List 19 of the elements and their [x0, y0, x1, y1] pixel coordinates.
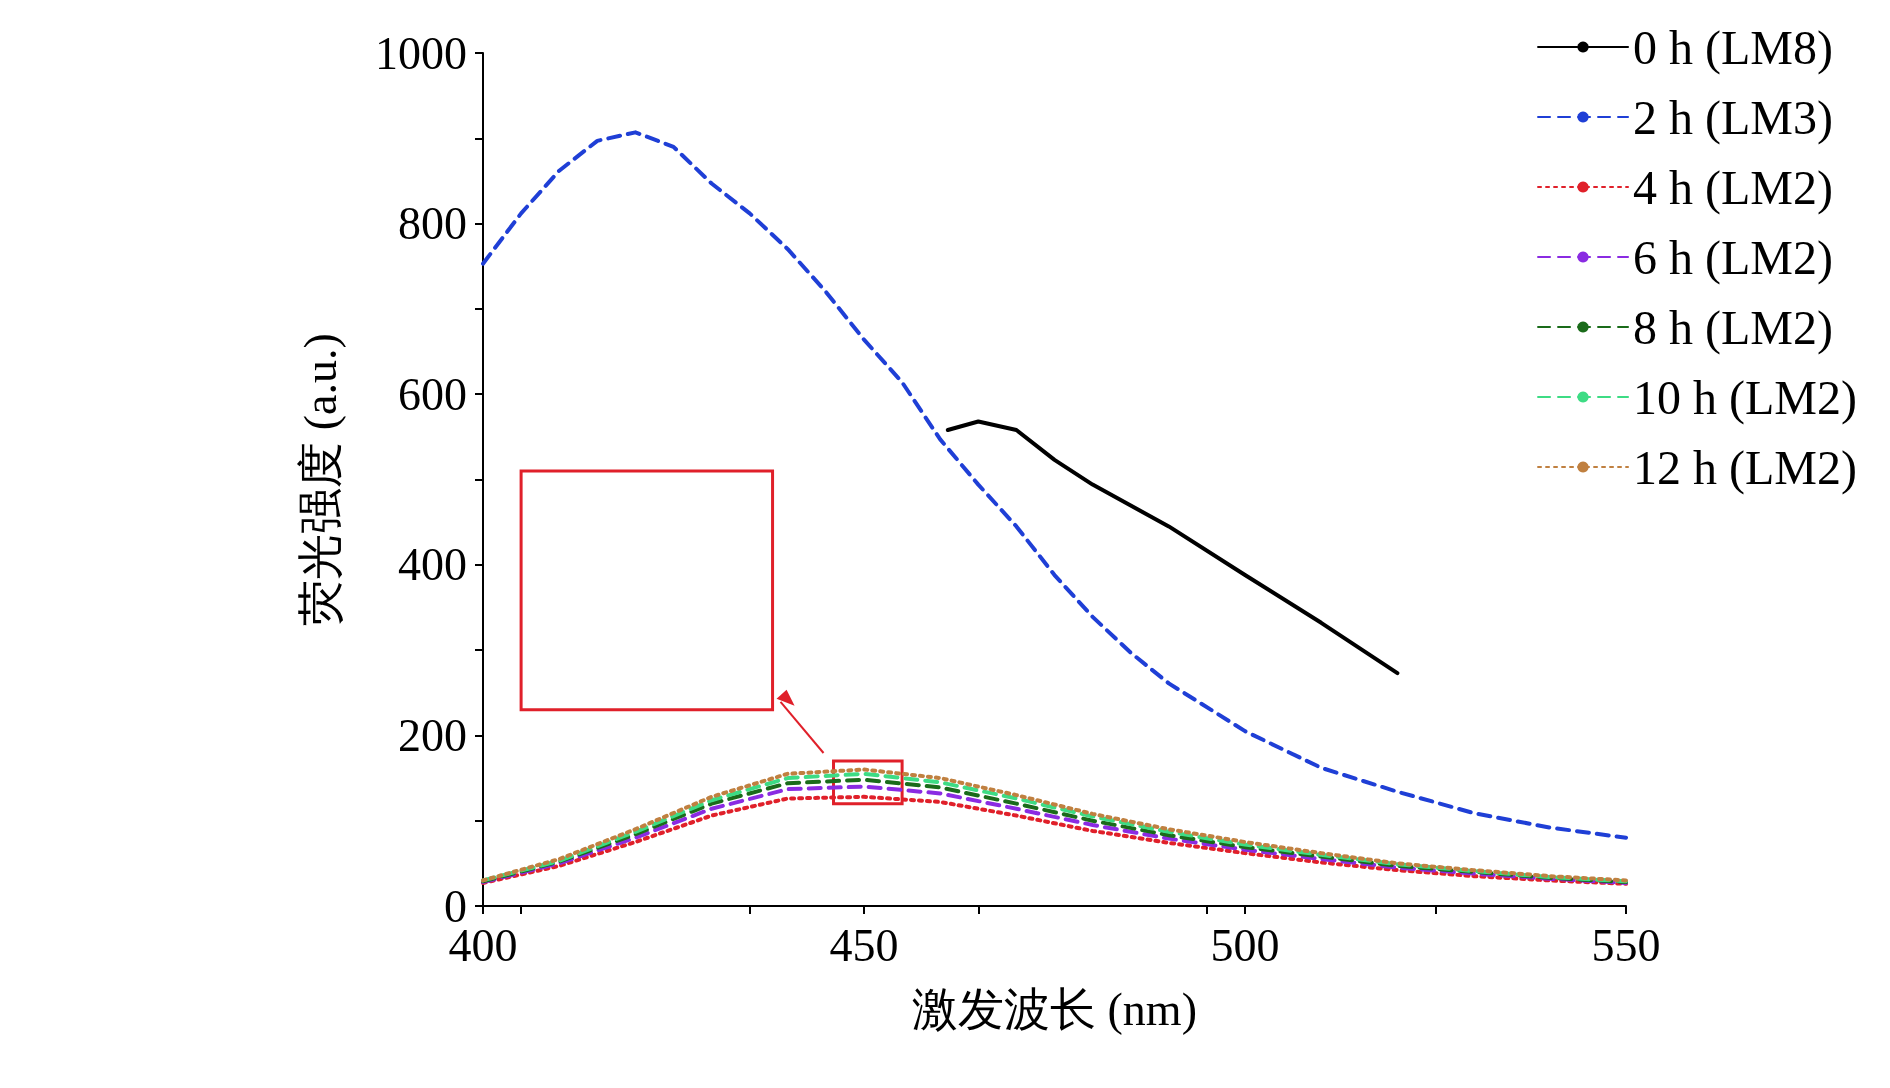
y-tick-label: 1000 — [375, 27, 467, 79]
legend-label: 12 h (LM2) — [1633, 440, 1857, 495]
legend-label: 4 h (LM2) — [1633, 160, 1833, 215]
y-tick-label: 200 — [398, 709, 467, 761]
y-tick-label: 600 — [398, 368, 467, 420]
line-series — [481, 130, 1628, 840]
legend-label: 8 h (LM2) — [1633, 300, 1833, 355]
y-axis-title: 荧光强度 (a.u.) — [294, 333, 346, 626]
legend-label: 10 h (LM2) — [1633, 370, 1857, 425]
line-series — [945, 419, 1400, 676]
x-tick-label: 500 — [1210, 919, 1280, 971]
x-axis-title: 激发波长 (nm) — [912, 983, 1197, 1035]
legend-label: 0 h (LM8) — [1633, 20, 1833, 75]
x-tick-label: 550 — [1591, 919, 1661, 971]
x-tick-label: 450 — [829, 919, 899, 971]
legend-label: 2 h (LM3) — [1633, 90, 1833, 145]
legend-label: 6 h (LM2) — [1633, 230, 1833, 285]
y-tick-label: 400 — [398, 539, 467, 591]
y-tick-label: 800 — [398, 198, 467, 250]
